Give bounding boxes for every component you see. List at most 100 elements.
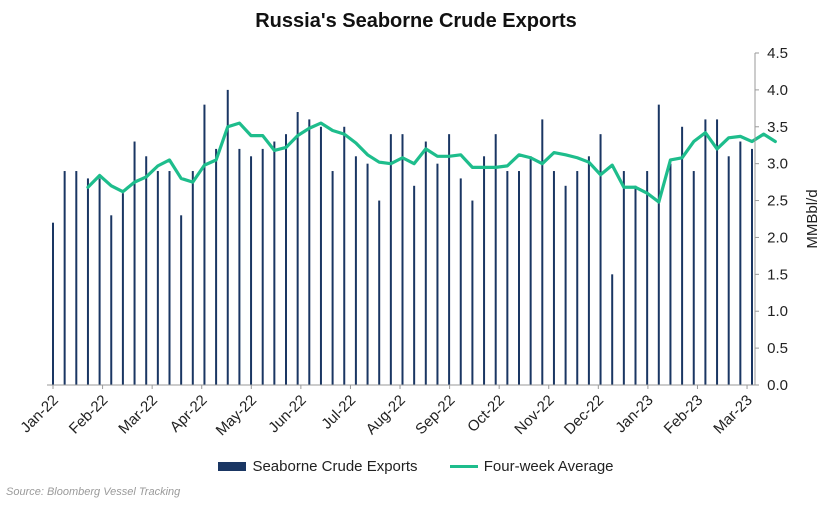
bar-week-37 [471, 200, 474, 385]
bar-week-36 [459, 178, 462, 385]
bar-week-28 [366, 163, 369, 385]
bar-week-25 [331, 171, 334, 385]
bar-week-12 [180, 215, 183, 385]
bar-week-35 [448, 134, 451, 385]
bar-week-11 [168, 171, 171, 385]
bar-week-6 [110, 215, 113, 385]
axis-layer: 0.0 0.5 1.0 1.5 2.0 2.5 3.0 3.5 4.0 4.5 MMBbl/d Jan… [17, 45, 821, 439]
y-axis-label: MMBbl/d [804, 189, 821, 248]
bar-week-26 [343, 126, 346, 385]
bar-week-17 [238, 148, 241, 385]
bar-week-24 [319, 126, 322, 385]
legend-swatch-line [449, 465, 478, 469]
bar-week-57 [704, 119, 707, 386]
bar-week-58 [716, 119, 719, 386]
bar-week-55 [681, 126, 684, 385]
bar-week-27 [354, 156, 357, 385]
bar-week-41 [518, 171, 520, 385]
x-tick-label: Feb-22 [66, 392, 112, 438]
bar-week-44 [552, 171, 555, 385]
bar-week-13 [191, 171, 194, 385]
bar-week-50 [622, 171, 625, 385]
bar-week-14 [203, 104, 206, 385]
y-tick-label: 2.0 [767, 229, 788, 246]
legend: Seaborne Crude Exports Four-week Average [0, 457, 832, 475]
x-tick-label: Mar-23 [710, 392, 756, 438]
x-tick-label: Jul-22 [318, 392, 359, 433]
bar-week-32 [413, 185, 416, 385]
bar-week-19 [261, 148, 264, 385]
bar-week-29 [378, 200, 381, 385]
bar-week-45 [564, 185, 567, 385]
source-note: Source: Bloomberg Vessel Tracking [6, 486, 181, 498]
bar-week-16 [226, 89, 229, 385]
legend-label-exports: Seaborne Crude Exports [252, 457, 418, 475]
bar-week-10 [156, 171, 159, 385]
bar-week-46 [576, 171, 579, 385]
bar-week-3 [75, 171, 78, 385]
bar-week-53 [657, 104, 660, 385]
bar-week-34 [436, 163, 439, 385]
bar-week-54 [669, 163, 672, 385]
bar-week-1 [52, 222, 54, 385]
y-tick-label: 2.5 [767, 193, 788, 210]
bar-week-48 [599, 134, 602, 385]
bar-week-40 [506, 171, 509, 385]
chart-title: Russia's Seaborne Crude Exports [255, 10, 577, 32]
bar-week-30 [389, 134, 392, 385]
bar-week-5 [98, 178, 101, 385]
x-tick-label: Jan-23 [612, 392, 656, 436]
line-four-week-average [86, 121, 777, 204]
legend-label-average: Four-week Average [483, 457, 614, 475]
x-tick-label: Aug-22 [363, 392, 409, 438]
bar-week-7 [121, 193, 124, 385]
bar-week-59 [727, 156, 730, 385]
bar-week-8 [133, 141, 136, 385]
bar-week-56 [692, 171, 695, 385]
x-tick-label: Feb-23 [661, 392, 707, 438]
bar-week-51 [634, 185, 637, 385]
y-tick-label: 0.0 [767, 377, 788, 394]
x-tick-label: Oct-22 [464, 392, 508, 436]
bars-layer [52, 89, 753, 386]
bar-week-21 [285, 134, 287, 385]
bar-week-9 [145, 156, 148, 385]
bar-week-47 [587, 156, 590, 385]
bar-week-15 [215, 148, 218, 385]
bar-week-22 [296, 112, 299, 386]
bar-week-60 [739, 141, 742, 385]
bar-week-2 [63, 171, 66, 385]
bar-week-23 [308, 119, 311, 386]
bar-week-33 [424, 141, 427, 385]
line-layer [86, 121, 777, 204]
bar-week-42 [529, 156, 532, 385]
legend-item-average[interactable]: Four-week Average [449, 457, 614, 475]
bar-week-52 [646, 171, 649, 385]
y-tick-label: 1.5 [767, 266, 788, 283]
legend-item-exports[interactable]: Seaborne Crude Exports [218, 457, 418, 475]
y-tick-label: 4.5 [767, 45, 788, 62]
x-tick-label: Jan-22 [17, 392, 61, 436]
y-tick-label: 0.5 [767, 340, 788, 357]
bar-week-31 [401, 134, 404, 385]
x-tick-label: Nov-22 [511, 392, 557, 438]
bar-week-39 [494, 134, 497, 385]
bar-week-38 [483, 156, 486, 385]
x-tick-label: Dec-22 [561, 392, 607, 438]
bar-week-20 [273, 141, 276, 385]
bar-week-18 [250, 156, 253, 385]
x-tick-label: Mar-22 [115, 392, 161, 438]
y-tick-label: 3.0 [767, 156, 788, 173]
x-tick-label: Apr-22 [167, 392, 211, 436]
bar-week-43 [541, 119, 544, 386]
x-tick-label: Jun-22 [265, 392, 309, 436]
legend-swatch-bar [218, 462, 247, 472]
y-tick-label: 4.0 [767, 82, 788, 99]
y-tick-label: 1.0 [767, 303, 788, 320]
x-tick-label: May-22 [213, 392, 260, 439]
y-tick-label: 3.5 [767, 119, 788, 136]
bar-week-4 [86, 178, 89, 385]
bar-week-49 [611, 274, 614, 385]
x-tick-label: Sep-22 [412, 392, 458, 438]
